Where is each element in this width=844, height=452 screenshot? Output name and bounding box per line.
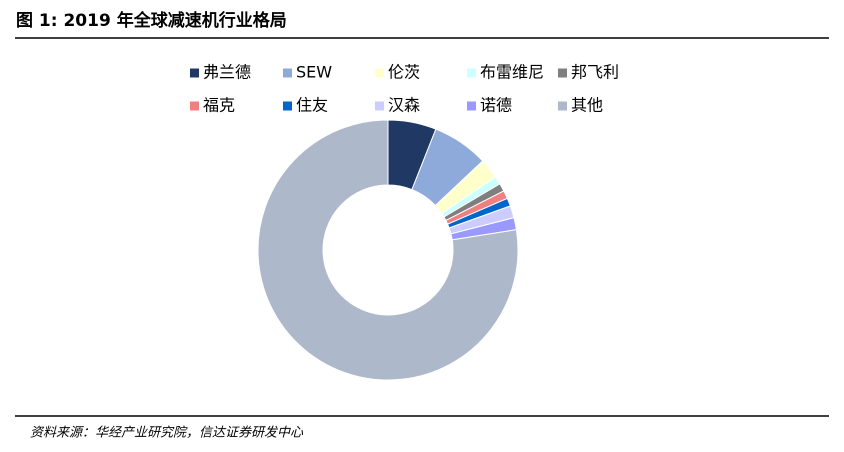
legend-swatch	[283, 101, 292, 111]
legend-swatch	[467, 101, 476, 111]
legend-swatch	[375, 68, 384, 78]
legend-label: 住友	[296, 96, 328, 115]
slice	[257, 119, 519, 381]
legend-swatch	[467, 68, 476, 78]
legend-label: 邦飞利	[571, 63, 619, 82]
source-note: 资料来源：华经产业研究院，信达证券研发中心	[30, 425, 304, 441]
legend-label: 汉森	[388, 96, 420, 115]
legend-label: 其他	[571, 96, 603, 115]
legend-swatch	[558, 68, 567, 78]
legend-label: 布雷维尼	[480, 63, 544, 82]
legend-swatch	[283, 68, 292, 78]
legend-swatch	[190, 101, 199, 111]
legend-label: 福克	[203, 96, 235, 115]
legend-label: SEW	[296, 63, 332, 82]
legend-swatch	[558, 101, 567, 111]
legend-label: 伦茨	[388, 63, 420, 82]
legend-label: 诺德	[480, 96, 512, 115]
chart-title: 图 1: 2019 年全球减速机行业格局	[16, 10, 287, 31]
legend-swatch	[190, 68, 199, 78]
legend-label: 弗兰德	[203, 63, 251, 82]
legend-swatch	[375, 101, 384, 111]
